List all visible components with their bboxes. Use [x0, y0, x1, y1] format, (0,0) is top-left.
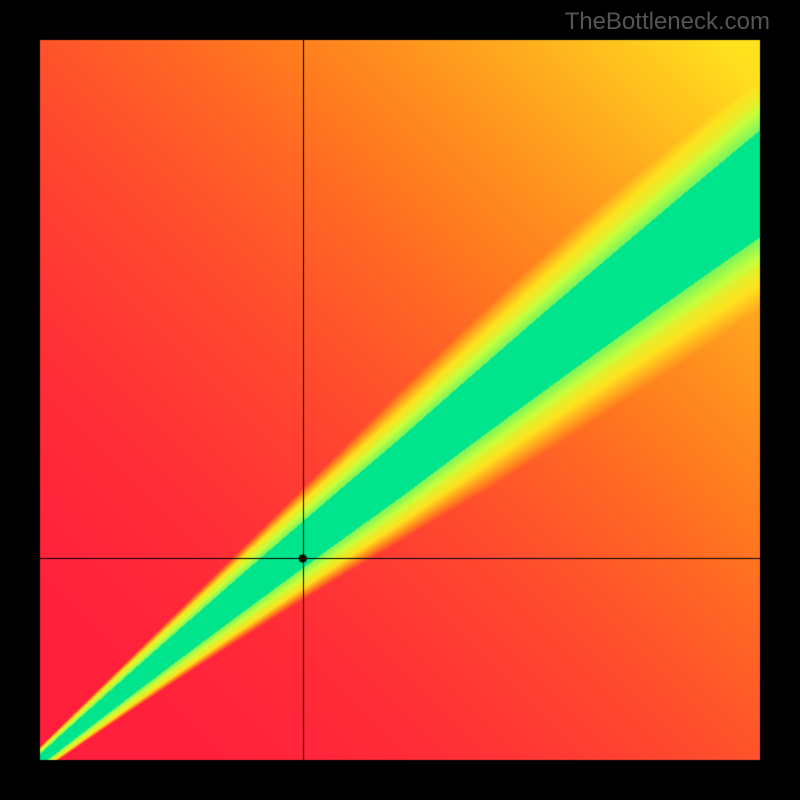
- chart-container: TheBottleneck.com: [0, 0, 800, 800]
- watermark-text: TheBottleneck.com: [565, 8, 770, 36]
- bottleneck-heatmap-canvas: [0, 0, 800, 800]
